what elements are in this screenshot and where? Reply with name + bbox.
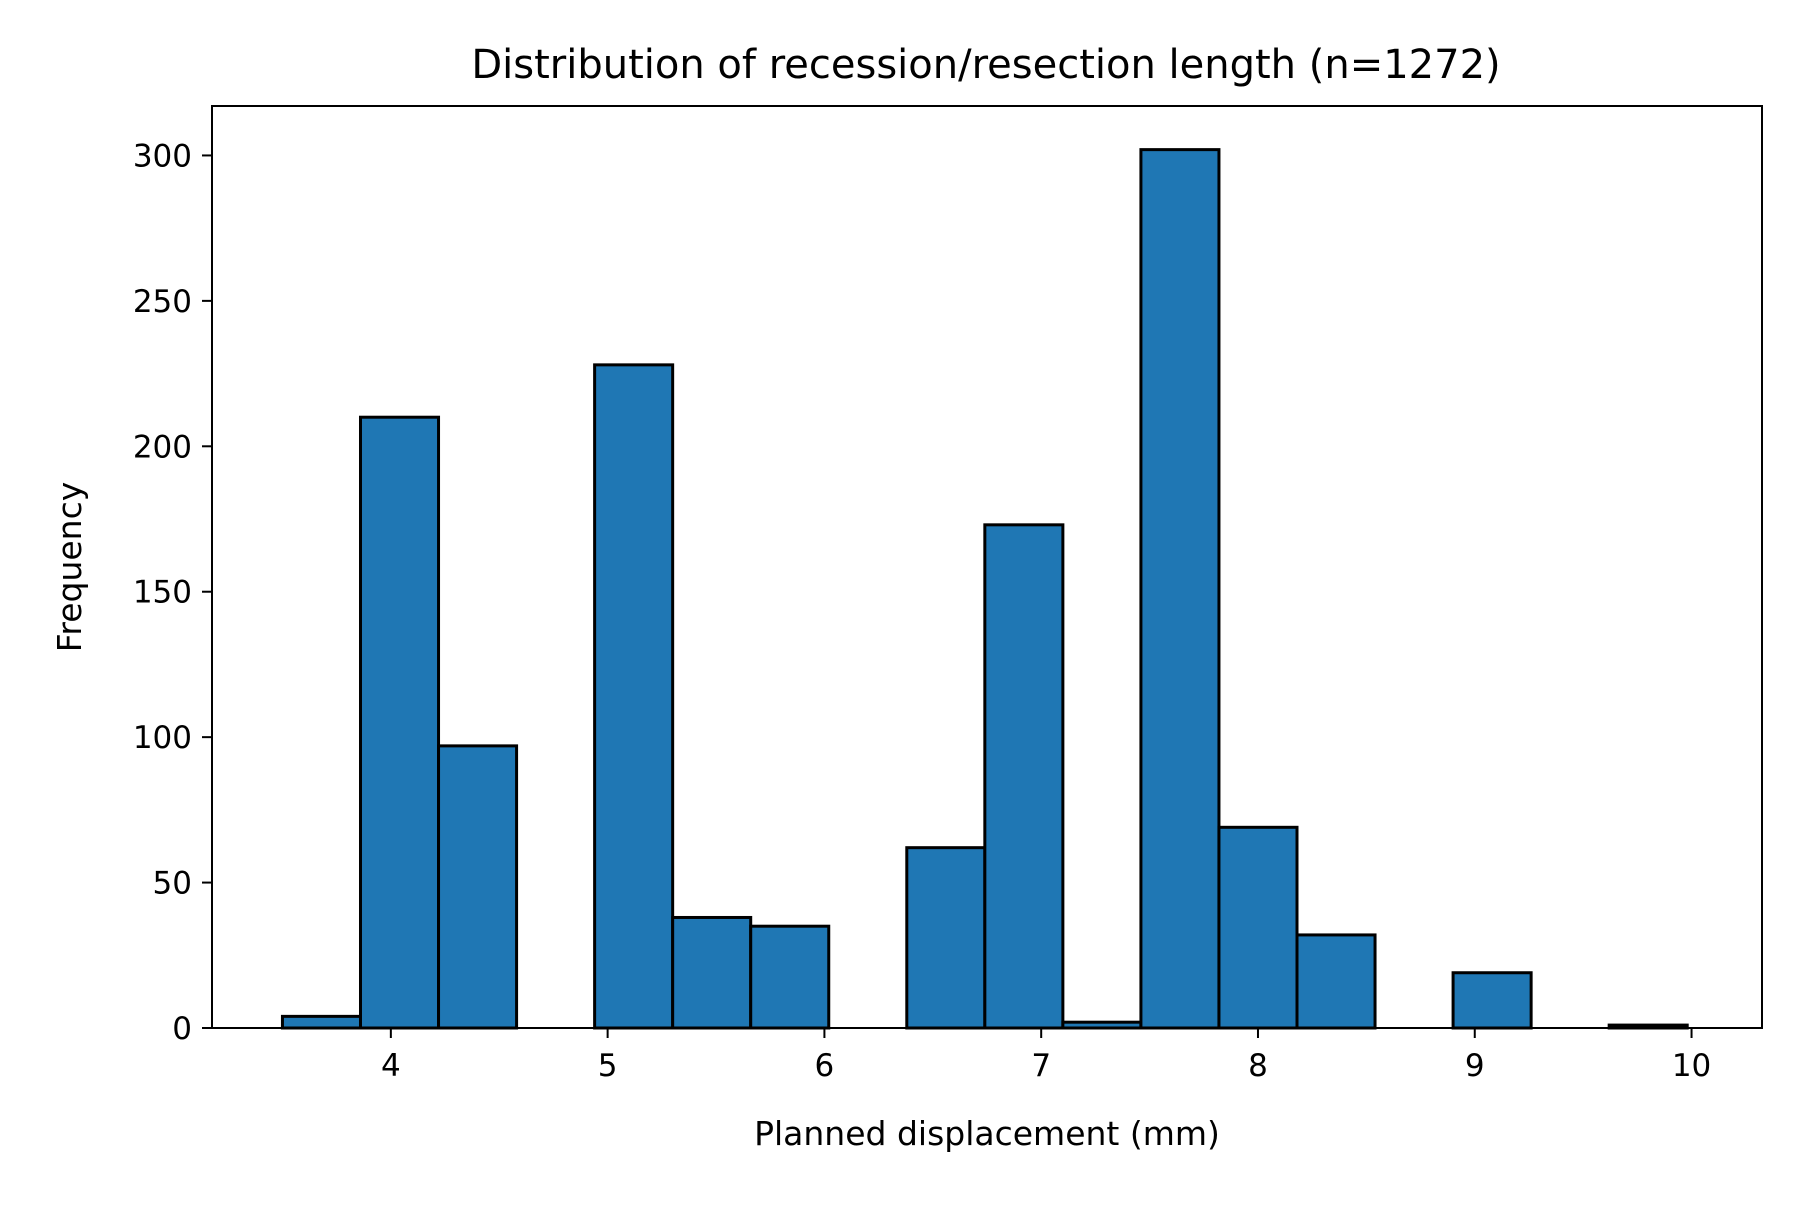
bar-bin-1 [280, 1014, 362, 1030]
bar-bin-2 [358, 415, 441, 1030]
y-axis-label: Frequency [50, 482, 89, 652]
y-tick-label: 200 [133, 429, 192, 465]
y-tick-label: 100 [133, 720, 192, 756]
bar-bin-6 [671, 915, 753, 1030]
x-axis-label: Planned displacement (mm) [754, 1114, 1220, 1153]
bar-bin-3 [437, 744, 519, 1030]
x-tick-label: 7 [1031, 1048, 1051, 1084]
x-axis: 4 5 6 7 8 9 10 [381, 1028, 1711, 1084]
y-tick-label: 250 [133, 284, 192, 320]
bar-bin-14 [1295, 933, 1377, 1030]
bar-bin-5 [593, 363, 675, 1030]
x-tick-label: 5 [598, 1048, 618, 1084]
chart-title: Distribution of recession/resection leng… [471, 42, 1500, 88]
y-tick-label: 300 [133, 138, 192, 174]
x-tick-label: 4 [381, 1048, 401, 1084]
bar-bin-10 [983, 523, 1065, 1030]
bar-bin-9 [905, 846, 987, 1030]
bar-bin-13 [1217, 825, 1299, 1030]
y-tick-label: 150 [133, 575, 192, 611]
bar-bin-16 [1451, 971, 1533, 1030]
y-axis: 0 50 100 150 200 250 300 [133, 138, 212, 1047]
x-tick-label: 6 [815, 1048, 835, 1084]
x-tick-label: 9 [1465, 1048, 1485, 1084]
x-tick-label: 8 [1248, 1048, 1268, 1084]
x-tick-label: 10 [1672, 1048, 1711, 1084]
bars-group [280, 148, 1689, 1030]
bar-bin-12 [1139, 148, 1221, 1030]
plot-frame [211, 105, 1763, 1029]
bar-bin-7 [749, 924, 831, 1030]
y-tick-label: 50 [153, 866, 192, 902]
y-tick-label: 0 [172, 1011, 192, 1047]
